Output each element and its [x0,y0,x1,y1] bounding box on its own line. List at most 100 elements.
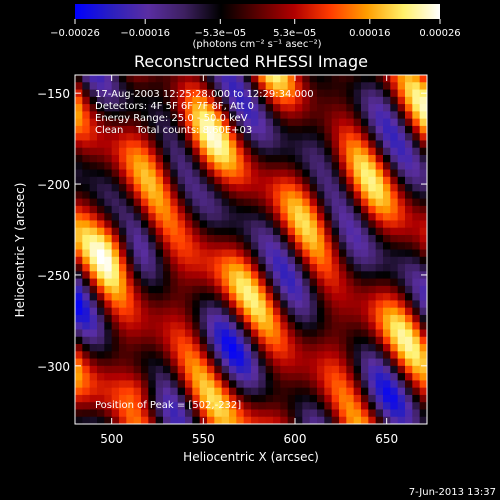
heatmap-cell [317,402,325,411]
heatmap-cell [375,89,384,98]
heatmap-cell [346,234,355,243]
heatmap-cell [111,147,120,156]
heatmap-cell [236,118,245,127]
heatmap-cell [221,242,230,251]
heatmap-cell [170,198,179,207]
heatmap-cell [405,358,413,367]
heatmap-cell [243,293,252,301]
heatmap-cell [368,118,377,127]
heatmap-cell [346,271,355,280]
heatmap-cell [375,336,384,345]
heatmap-cell [331,351,340,360]
heatmap-cell [104,271,113,280]
heatmap-cell [339,227,347,236]
heatmap-cell [397,133,406,142]
heatmap-cell [75,82,83,91]
heatmap-cell [141,416,149,424]
heatmap-cell [236,191,245,200]
heatmap-cell [111,96,120,105]
heatmap-cell [104,184,113,192]
heatmap-cell [141,111,149,120]
heatmap-cell [265,285,274,294]
heatmap-cell [324,351,333,360]
heatmap-cell [221,271,230,280]
heatmap-cell [229,307,237,316]
colorbar-bar [75,4,440,19]
heatmap-cell [368,205,377,214]
heatmap-cell [412,227,421,236]
heatmap-cell [119,249,127,258]
heatmap-cell [317,191,325,200]
heatmap-cell [119,351,127,360]
heatmap-cell [170,264,179,272]
heatmap-cell [397,329,406,338]
heatmap-cell [280,118,289,127]
heatmap-cell [243,416,252,424]
heatmap-cell [280,380,289,389]
heatmap-cell [163,154,171,163]
heatmap-cell [148,118,157,127]
heatmap-cell [258,373,267,381]
heatmap-cell [339,220,347,229]
heatmap-cell [163,264,171,272]
heatmap-cell [221,351,230,360]
heatmap-cell [287,402,296,411]
heatmap-cell [185,416,193,424]
heatmap-cell [353,358,362,367]
heatmap-cell [236,293,245,301]
heatmap-cell [375,169,384,178]
heatmap-cell [265,373,274,381]
heatmap-cell [295,285,303,294]
heatmap-cell [207,118,215,127]
heatmap-cell [177,176,186,185]
heatmap-cell [170,176,179,185]
heatmap-cell [97,394,105,403]
heatmap-cell [397,264,406,272]
heatmap-cell [324,205,333,214]
heatmap-cell [148,154,157,163]
heatmap-cell [229,227,237,236]
heatmap-cell [104,416,113,424]
heatmap-cell [185,387,193,396]
heatmap-cell [412,365,421,374]
heatmap-cell [309,271,318,280]
heatmap-cell [97,416,105,424]
heatmap-cell [126,416,135,424]
heatmap-cell [163,293,171,301]
heatmap-cell [251,365,259,374]
heatmap-cell [368,89,377,98]
heatmap-cell [75,329,83,338]
heatmap-cell [192,256,201,265]
heatmap-cell [82,293,91,301]
heatmap-cell [82,351,91,360]
heatmap-cell [207,394,215,403]
heatmap-cell [265,147,274,156]
heatmap-cell [75,147,83,156]
x-tick-label: 500 [100,432,123,446]
heatmap-cell [251,402,259,411]
heatmap-cell [412,140,421,149]
heatmap-cell [104,293,113,301]
heatmap-cell [412,256,421,265]
heatmap-cell [97,409,105,418]
heatmap-cell [141,213,149,222]
heatmap-cell [199,249,208,258]
heatmap-cell [405,256,413,265]
heatmap-cell [133,198,142,207]
heatmap-cell [353,344,362,352]
heatmap-cell [177,416,186,424]
heatmap-cell [361,213,369,222]
heatmap-cell [185,351,193,360]
heatmap-cell [302,140,311,149]
heatmap-cell [287,242,296,251]
heatmap-cell [258,191,267,200]
heatmap-cell [331,307,340,316]
heatmap-cell [119,154,127,163]
heatmap-cell [309,409,318,418]
heatmap-cell [170,169,179,178]
heatmap-cell [419,264,427,272]
heatmap-cell [309,256,318,265]
heatmap-cell [97,402,105,411]
heatmap-cell [390,176,399,185]
heatmap-cell [265,351,274,360]
